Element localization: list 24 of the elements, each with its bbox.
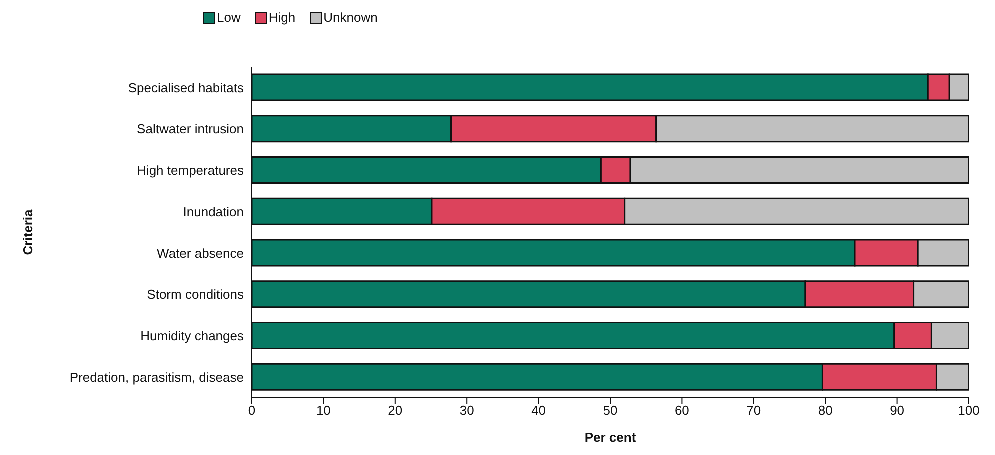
y-axis-title: Criteria: [20, 208, 36, 256]
y-tick-label: Inundation: [183, 204, 244, 220]
x-tick-label: 50: [603, 403, 618, 418]
y-tick-label: Predation, parasitism, disease: [70, 370, 244, 385]
y-tick-label: Water absence: [157, 246, 244, 261]
y-tick-label: High temperatures: [137, 163, 244, 178]
legend-label: Low: [217, 10, 241, 25]
legend-label: Unknown: [324, 10, 378, 25]
x-axis-title: Per cent: [584, 430, 637, 445]
x-tick-label: 100: [958, 403, 980, 418]
y-tick-label: Humidity changes: [140, 328, 244, 344]
x-tick-label: 10: [316, 403, 331, 418]
y-tick-label: Specialised habitats: [128, 80, 244, 96]
x-tick-label: 70: [746, 403, 762, 418]
x-tick-label: 90: [890, 403, 905, 418]
y-tick-label: Storm conditions: [147, 287, 244, 302]
y-tick-label: Saltwater intrusion: [137, 122, 244, 137]
x-tick-label: 30: [460, 403, 474, 418]
legend-label: High: [268, 10, 296, 25]
x-tick-label: 20: [388, 403, 403, 418]
x-tick-label: 40: [532, 403, 546, 418]
x-tick-label: 80: [818, 403, 833, 418]
x-tick-label: 0: [248, 403, 256, 418]
x-tick-label: 60: [674, 403, 690, 418]
